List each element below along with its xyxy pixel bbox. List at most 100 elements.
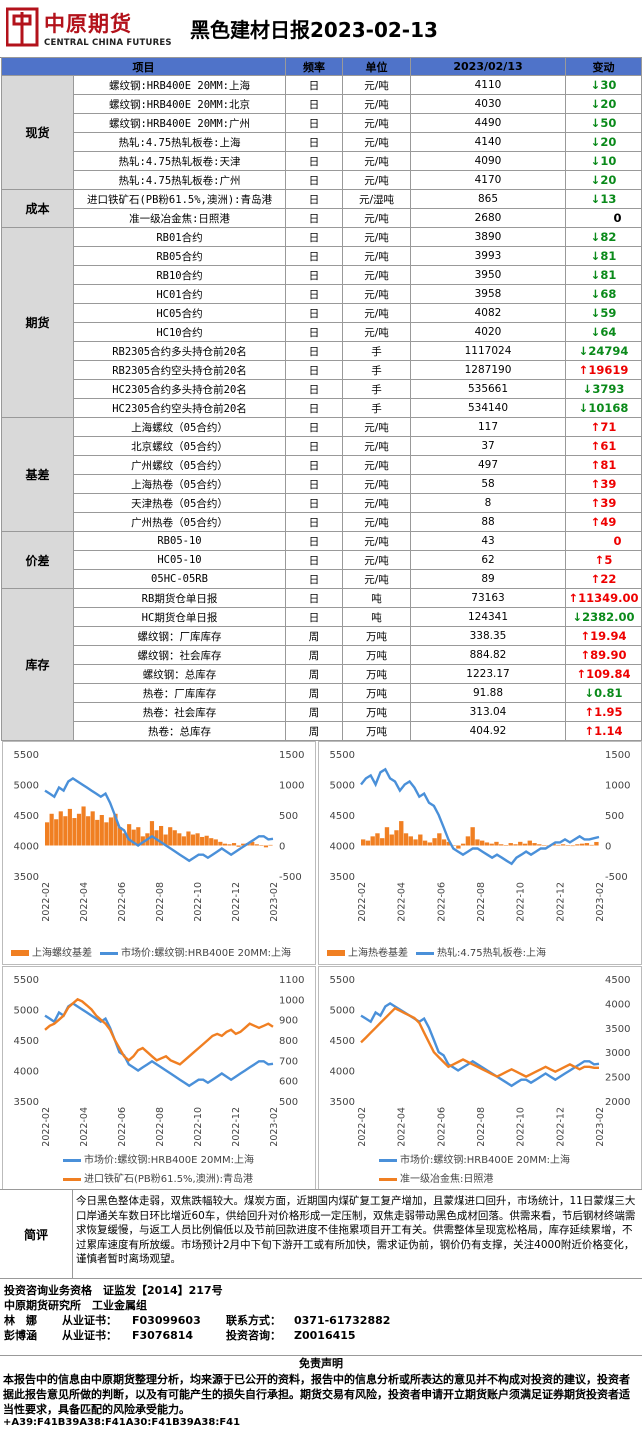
table-row: 价差 RB05-10 日元/吨 43 0 <box>1 531 642 589</box>
data-table: 项目 频率 单位 2023/02/13 变动 现货 螺纹钢:HRB400E 20M… <box>1 57 642 741</box>
unit-cell: 元/吨 <box>342 113 411 133</box>
chart-bar <box>541 845 547 846</box>
category-label: 价差 <box>1 531 74 589</box>
freq-cell: 日 <box>285 265 343 285</box>
arrow-up-icon: ↑ <box>580 629 591 643</box>
item-cell: HC期货仓单日报 <box>73 607 286 627</box>
change-cell: ↓20 <box>565 132 642 152</box>
chart-bar <box>361 839 366 846</box>
chart-bar <box>575 844 580 846</box>
x-tick-label: 2022-12 <box>231 1107 242 1147</box>
logo-en-text: CENTRAL CHINA FUTURES <box>44 38 172 48</box>
disclaimer-title: 免责声明 <box>299 1357 343 1370</box>
value-cell: 73163 <box>410 588 566 608</box>
unit-cell: 元/吨 <box>342 303 411 323</box>
chart-bar <box>370 836 375 846</box>
arrow-down-icon: ↓ <box>572 610 583 624</box>
chart-bar <box>484 842 490 846</box>
item-cell: HC10合约 <box>73 322 286 342</box>
x-tick-label: 2022-06 <box>117 882 128 922</box>
chart-line <box>44 1001 274 1088</box>
x-tick-label: 2022-06 <box>436 1107 447 1147</box>
change-cell: ↑11349.00 <box>565 588 642 608</box>
y-left-tick-label: 4000 <box>330 1067 355 1078</box>
table-row: RB10合约日元/吨 3950 ↓81 <box>2 265 642 285</box>
freq-cell: 日 <box>285 588 343 608</box>
change-value: 5 <box>604 553 613 567</box>
logo-cn-text: 中原期货 <box>44 12 132 36</box>
unit-cell: 元/吨 <box>342 417 411 437</box>
logo-mark-icon <box>6 7 39 47</box>
analyst-row: 彭博涵 从业证书： F3076814 投资咨询： Z0016415 <box>4 1328 640 1343</box>
item-cell: HC2305合约多头持仓前20名 <box>73 379 286 399</box>
analyst-name: 林 娜 <box>4 1314 37 1327</box>
value-cell: 3890 <box>410 227 566 247</box>
chart-bar <box>236 845 241 847</box>
arrow-down-icon: ↓ <box>578 401 589 415</box>
x-tick-label: 2023-02 <box>595 882 606 922</box>
y-left-tick-label: 4000 <box>330 842 355 853</box>
item-cell: 热轧:4.75热轧板卷:天津 <box>73 151 286 171</box>
y-right-tick-label: 2000 <box>605 1097 630 1108</box>
arrow-up-icon: ↑ <box>594 553 605 567</box>
change-cell: ↑81 <box>565 455 642 475</box>
change-value: 20 <box>600 97 617 111</box>
arrow-down-icon: ↓ <box>590 306 601 320</box>
item-cell: HC2305合约空头持仓前20名 <box>73 398 286 418</box>
table-row: HC10合约日元/吨 4020 ↓64 <box>2 322 642 342</box>
table-row: 热轧:4.75热轧板卷:天津日元/吨 4090 ↓10 <box>2 151 642 171</box>
item-cell: 进口铁矿石(PB粉61.5%,澳洲):青岛港 <box>73 189 286 209</box>
table-row: 螺纹钢：总库存周万吨 1223.17 ↑109.84 <box>2 664 642 684</box>
change-cell: ↓10168 <box>565 398 642 418</box>
freq-cell: 日 <box>285 417 343 437</box>
chart-line <box>44 997 274 1066</box>
unit-cell: 元/吨 <box>342 436 411 456</box>
chart-bar <box>86 816 91 846</box>
value-cell: 37 <box>410 436 566 456</box>
chart-bar <box>122 833 127 846</box>
item-cell: HC05-10 <box>73 550 286 570</box>
change-value: 22 <box>600 572 617 586</box>
y-left-tick-label: 5500 <box>14 975 39 986</box>
unit-cell: 万吨 <box>342 683 411 703</box>
chart-bar <box>231 843 237 846</box>
chart-bar <box>81 806 86 846</box>
col-header-item: 项目 <box>1 57 286 76</box>
legend-line-swatch-icon <box>100 951 118 955</box>
chart-bar <box>451 845 456 846</box>
arrow-down-icon: ↓ <box>590 325 601 339</box>
y-left-tick-label: 3500 <box>14 872 39 883</box>
freq-cell: 周 <box>285 626 343 646</box>
freq-cell: 日 <box>285 341 343 361</box>
y-right-tick-label: 3000 <box>605 1048 630 1059</box>
y-left-tick-label: 3500 <box>14 1097 39 1108</box>
chart-bar <box>503 845 509 846</box>
value-cell: 4082 <box>410 303 566 323</box>
chart-bar <box>149 821 155 846</box>
x-tick-label: 2022-10 <box>193 882 204 922</box>
chart-bar <box>250 841 255 846</box>
chart-bar <box>460 843 466 846</box>
y-left-tick-label: 3500 <box>330 1097 355 1108</box>
unit-cell: 元/吨 <box>342 170 411 190</box>
change-value: 89.90 <box>590 648 627 662</box>
change-value: 10168 <box>588 401 629 415</box>
arrow-up-icon: ↑ <box>590 477 601 491</box>
chart-bar <box>418 834 423 846</box>
chart-bar <box>594 841 599 846</box>
col-header-change: 变动 <box>565 57 642 76</box>
chart-legend: 上海热卷基差 热轧:4.75热轧板卷:上海 <box>327 944 554 959</box>
chart-bar <box>589 844 594 846</box>
chart-bar <box>263 845 269 848</box>
table-row: 库存 RB期货仓单日报日吨 73163 ↑11349.00 <box>1 588 642 741</box>
chart-bar <box>117 827 123 846</box>
unit-cell: 手 <box>342 341 411 361</box>
value-cell: 91.88 <box>410 683 566 703</box>
unit-cell: 元/吨 <box>342 151 411 171</box>
legend-label: 准一级冶金焦:日照港 <box>400 1174 494 1185</box>
freq-cell: 日 <box>285 94 343 114</box>
arrow-down-icon: ↓ <box>590 192 601 206</box>
value-cell: 89 <box>410 569 566 589</box>
unit-cell: 元/吨 <box>342 75 411 95</box>
chart-bar <box>49 813 54 846</box>
